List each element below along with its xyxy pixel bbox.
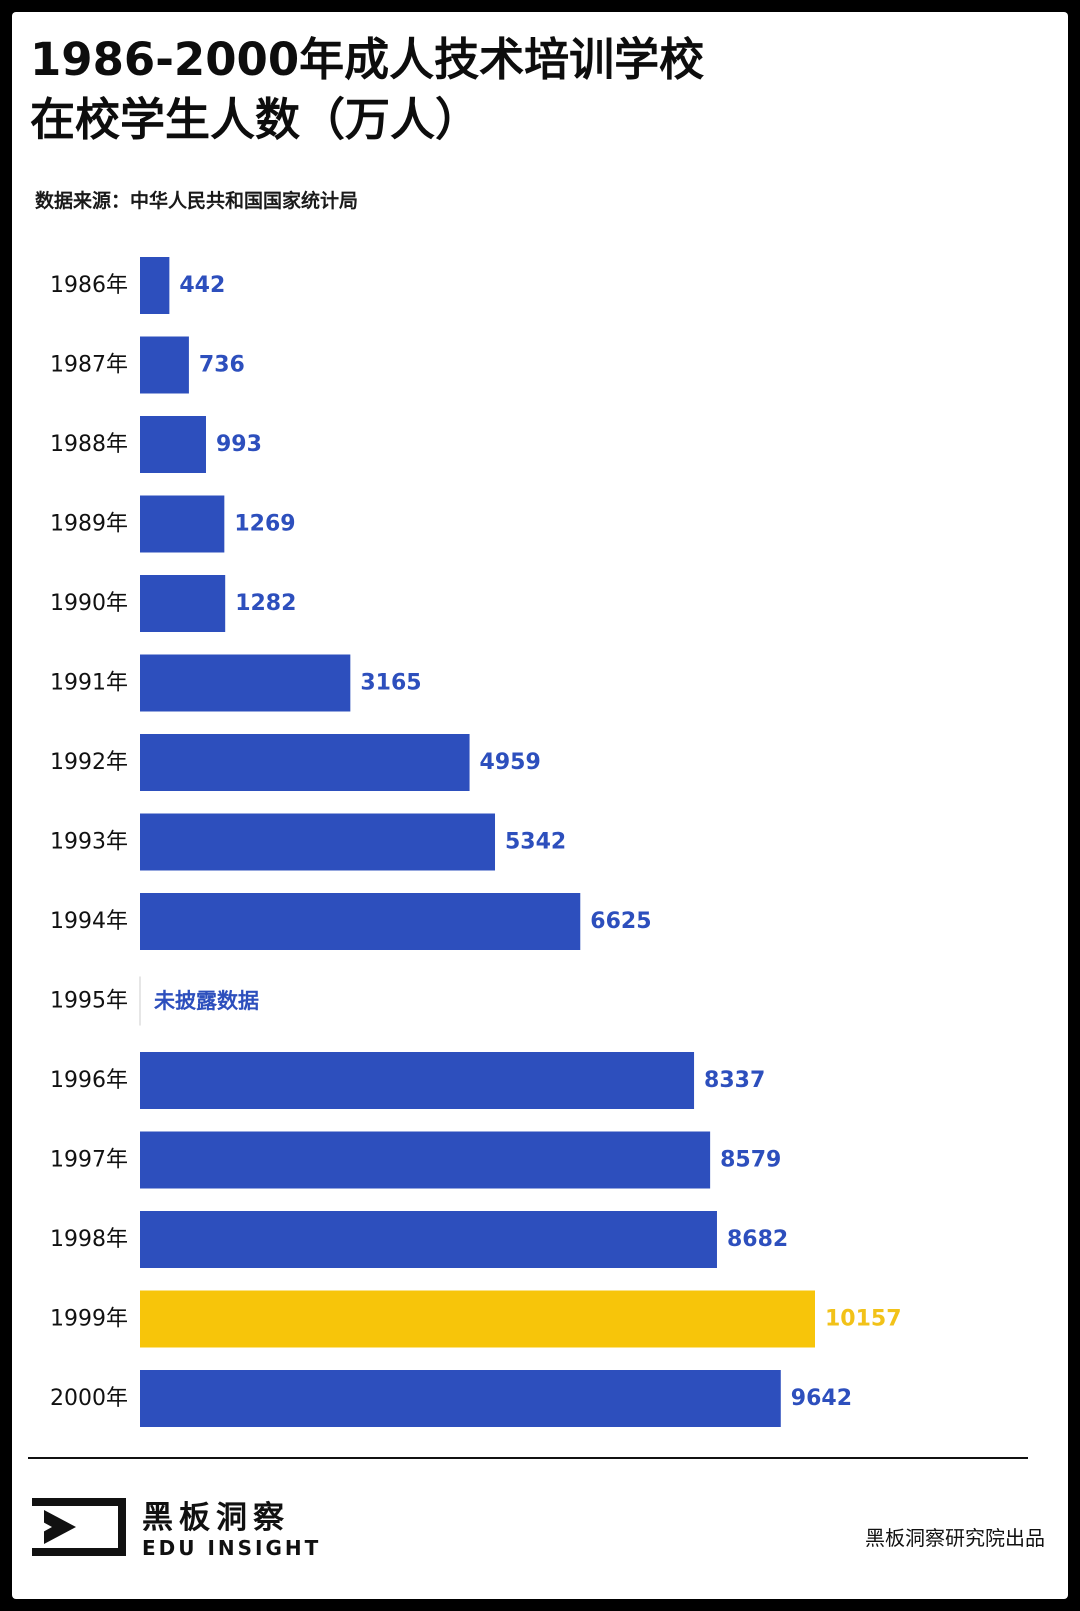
title-line-2: 在校学生人数（万人）	[30, 93, 481, 146]
category-label: 1990年	[50, 591, 128, 616]
bar	[140, 575, 226, 632]
value-label: 9642	[791, 1386, 852, 1411]
logo-english-name: EDU INSIGHT	[142, 1536, 322, 1560]
category-label: 1993年	[50, 830, 128, 855]
category-label: 1992年	[50, 750, 128, 775]
value-label: 6625	[590, 909, 651, 934]
category-label: 1994年	[50, 909, 128, 934]
value-label: 10157	[825, 1307, 902, 1332]
category-label: 1998年	[50, 1227, 128, 1252]
value-label: 736	[199, 353, 245, 378]
bar	[140, 1211, 717, 1268]
category-label: 2000年	[50, 1386, 128, 1411]
bar	[140, 1052, 695, 1109]
value-label: 5342	[505, 830, 566, 855]
brand-logo: 黑板洞察 EDU INSIGHT	[30, 1492, 330, 1572]
category-label: 1996年	[50, 1068, 128, 1093]
category-label: 1999年	[50, 1307, 128, 1332]
value-label: 8682	[727, 1227, 788, 1252]
category-label: 1991年	[50, 671, 128, 696]
value-label: 8579	[720, 1148, 781, 1173]
chart-title: 1986-2000年成人技术培训学校 在校学生人数（万人）	[30, 30, 930, 150]
logo-chinese-name: 黑板洞察	[142, 1500, 290, 1536]
category-label: 1989年	[50, 512, 128, 537]
bar-highlight	[140, 1290, 815, 1348]
title-line-1: 1986-2000年成人技术培训学校	[30, 33, 705, 86]
value-label: 3165	[360, 671, 421, 696]
data-source: 数据来源：中华人民共和国国家统计局	[35, 190, 359, 212]
footer-divider	[28, 1457, 1028, 1459]
category-label: 1997年	[50, 1148, 128, 1173]
bar	[140, 416, 206, 473]
category-label: 1995年	[50, 989, 128, 1014]
value-label: 993	[216, 432, 262, 457]
value-label: 1282	[235, 591, 296, 616]
category-label: 1988年	[50, 432, 128, 457]
footer-credit: 黑板洞察研究院出品	[865, 1526, 1045, 1550]
value-label: 未披露数据	[154, 989, 259, 1013]
bar	[140, 1131, 711, 1189]
bar	[140, 734, 470, 791]
value-label: 8337	[704, 1068, 765, 1093]
bar	[140, 813, 496, 871]
value-label: 4959	[480, 750, 541, 775]
value-label: 442	[179, 273, 225, 298]
bar	[140, 495, 225, 553]
category-label: 1987年	[50, 353, 128, 378]
bar	[140, 893, 581, 950]
category-label: 1986年	[50, 273, 128, 298]
value-label: 1269	[234, 512, 295, 537]
bar	[140, 336, 189, 394]
bar	[140, 1370, 781, 1427]
bar	[140, 654, 351, 712]
bar	[140, 257, 170, 314]
brand-mark-icon	[32, 1498, 126, 1556]
